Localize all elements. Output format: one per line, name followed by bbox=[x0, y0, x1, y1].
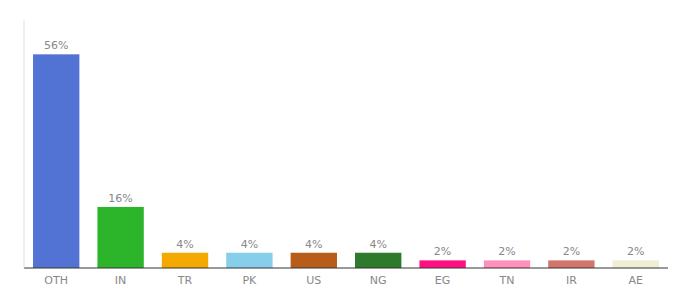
bar bbox=[291, 253, 337, 268]
data-label: 2% bbox=[434, 245, 451, 258]
data-label: 56% bbox=[44, 39, 68, 52]
data-label: 2% bbox=[563, 245, 580, 258]
bar bbox=[162, 253, 208, 268]
bar bbox=[33, 54, 79, 268]
data-label: 4% bbox=[241, 238, 258, 251]
data-label: 16% bbox=[108, 192, 132, 205]
x-tick-label: TR bbox=[177, 274, 193, 287]
x-tick-label: TN bbox=[499, 274, 515, 287]
chart-container: OTH IN TR PK US NG EG TN IR AE 56% 16% 4% 4% 4% 4% 2% 2% 2… bbox=[0, 0, 680, 300]
bar bbox=[97, 207, 143, 268]
chart: OTH IN TR PK US NG EG TN IR AE 56% 16% 4% 4% 4% 4% 2% 2% 2… bbox=[0, 0, 680, 300]
bar bbox=[419, 260, 465, 268]
x-tick-label: IR bbox=[566, 274, 577, 287]
x-tick-label: PK bbox=[242, 274, 257, 287]
bar bbox=[613, 260, 659, 268]
data-label: 4% bbox=[176, 238, 193, 251]
x-tick-label: EG bbox=[435, 274, 450, 287]
bar bbox=[548, 260, 594, 268]
x-tick-label: OTH bbox=[44, 274, 68, 287]
x-tick-label: IN bbox=[115, 274, 126, 287]
x-tick-label: NG bbox=[370, 274, 387, 287]
y-axis bbox=[24, 20, 25, 268]
bars bbox=[33, 54, 659, 268]
x-tick-label: AE bbox=[629, 274, 644, 287]
bar bbox=[226, 253, 272, 268]
data-label: 2% bbox=[498, 245, 515, 258]
bar bbox=[355, 253, 401, 268]
data-label: 4% bbox=[305, 238, 322, 251]
data-label: 4% bbox=[369, 238, 386, 251]
data-label: 2% bbox=[627, 245, 644, 258]
x-tick-label: US bbox=[306, 274, 321, 287]
bar bbox=[484, 260, 530, 268]
x-axis bbox=[24, 268, 668, 269]
